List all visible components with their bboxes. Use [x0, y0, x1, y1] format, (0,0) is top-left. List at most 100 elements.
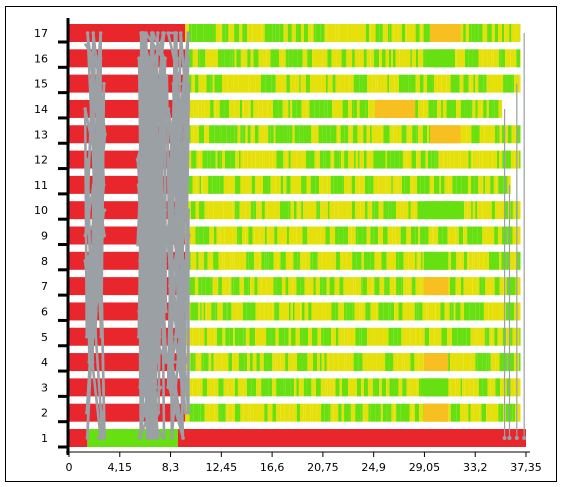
row-3-stripe: [495, 378, 497, 397]
row-14-stripe: [272, 99, 279, 118]
row-2-stripe: [414, 403, 420, 422]
row-11-stripe: [440, 175, 445, 194]
row-9-stripe: [472, 226, 478, 245]
row-12-stripe: [196, 150, 200, 169]
row-12-stripe: [288, 150, 291, 169]
row-15-stripe: [271, 74, 276, 93]
row-9-stripe: [494, 226, 498, 245]
row-9-stripe: [293, 226, 297, 245]
row-12-stripe: [348, 150, 355, 169]
row-17-stripe: [375, 24, 380, 42]
row-6-stripe: [359, 302, 362, 321]
row-7-stripe: [494, 277, 500, 296]
row-2-stripe: [380, 403, 383, 422]
row-5-stripe: [222, 327, 226, 346]
row-15-stripe: [265, 74, 272, 93]
row-11-stripe: [468, 175, 471, 194]
row-5-stripe: [415, 327, 421, 346]
row-16-stripe: [500, 49, 506, 68]
row-17-stripe: [234, 24, 240, 42]
row-14-stripe: [368, 99, 374, 118]
row-4-stripe: [338, 353, 345, 372]
row-5-stripe: [441, 327, 447, 346]
trace-segment: [176, 311, 187, 413]
row-3-stripe: [223, 378, 228, 397]
row-3-stripe: [409, 378, 412, 397]
row-17-stripe: [351, 24, 358, 42]
row-5-stripe: [260, 327, 267, 346]
row-7-stripe: [411, 277, 416, 296]
row-13-stripe: [214, 125, 220, 144]
row-2-stripe: [341, 403, 345, 422]
row-15-stripe: [214, 74, 219, 93]
row-3-stripe: [285, 378, 291, 397]
row-17-stripe: [303, 24, 309, 42]
row-7-stripe: [273, 277, 276, 296]
row-4-stripe: [208, 353, 212, 372]
row-13-stripe: [240, 125, 243, 144]
row-8-stripe: [448, 251, 451, 270]
trace-segment: [169, 286, 174, 439]
row-12-stripe: [290, 150, 297, 169]
trace-segment: [177, 32, 183, 135]
row-14-stripe: [488, 99, 493, 118]
row-5-stripe: [401, 327, 407, 346]
row-7-stripe: [374, 277, 380, 296]
row-8-stripe: [339, 251, 343, 270]
row-3-stripe: [506, 378, 511, 397]
row-10-stripe: [477, 201, 483, 220]
row-12-stripe: [355, 150, 359, 169]
row-17-stripe: [480, 24, 483, 42]
row-3-stripe: [517, 378, 520, 397]
row-13-stripe: [338, 125, 341, 144]
row-14-stripe: [446, 99, 452, 118]
orange-block-row-13: [429, 125, 461, 144]
row-12-stripe: [251, 150, 256, 169]
trace-end-point: [507, 436, 512, 440]
row-13-stripe: [270, 125, 274, 144]
row-8-stripe: [361, 251, 364, 270]
row-3-stripe: [333, 378, 336, 397]
row-8-stripe: [316, 251, 318, 270]
row-6-stripe: [264, 302, 269, 321]
trace-segment: [86, 210, 104, 439]
row-9-stripe: [189, 226, 196, 245]
row-17-stripe: [311, 24, 314, 42]
green-block-row-10: [423, 201, 461, 220]
row-16-stripe: [236, 49, 241, 68]
row-6-stripe: [344, 302, 347, 321]
row-5-stripe: [243, 327, 246, 346]
row-16-stripe: [392, 49, 396, 68]
row-10-stripe: [417, 201, 423, 220]
row-4-stripe: [280, 353, 286, 372]
row-2-stripe: [505, 403, 510, 422]
row-17-stripe: [415, 24, 420, 42]
row-9-stripe: [477, 226, 483, 245]
row-10-stripe: [303, 201, 308, 220]
row-16-stripe: [331, 49, 337, 68]
row-13-stripe: [489, 125, 496, 144]
row-9-stripe: [504, 226, 508, 245]
row-10-stripe: [338, 201, 343, 220]
row-6-stripe: [284, 302, 289, 321]
row-7-stripe: [398, 277, 402, 296]
row-7-stripe: [231, 277, 234, 296]
row-3-stripe: [416, 378, 420, 397]
row-11-stripe: [216, 175, 220, 194]
row-9-stripe: [411, 226, 416, 245]
row-14-stripe: [342, 99, 348, 118]
row-11-stripe: [463, 175, 469, 194]
row-4-stripe: [379, 353, 386, 372]
row-12-stripe: [247, 150, 252, 169]
row-3-stripe: [197, 378, 200, 397]
row-15-stripe: [475, 74, 479, 93]
row-11-stripe: [429, 175, 434, 194]
row-11-stripe: [202, 175, 206, 194]
row-8-stripe: [312, 251, 317, 270]
row-12-stripe: [492, 150, 497, 169]
row-8-stripe: [493, 251, 497, 270]
row-5-stripe: [302, 327, 309, 346]
row-16-stripe: [312, 49, 314, 68]
y-tick-label: 2: [41, 407, 48, 420]
row-2-stripe: [272, 403, 277, 422]
